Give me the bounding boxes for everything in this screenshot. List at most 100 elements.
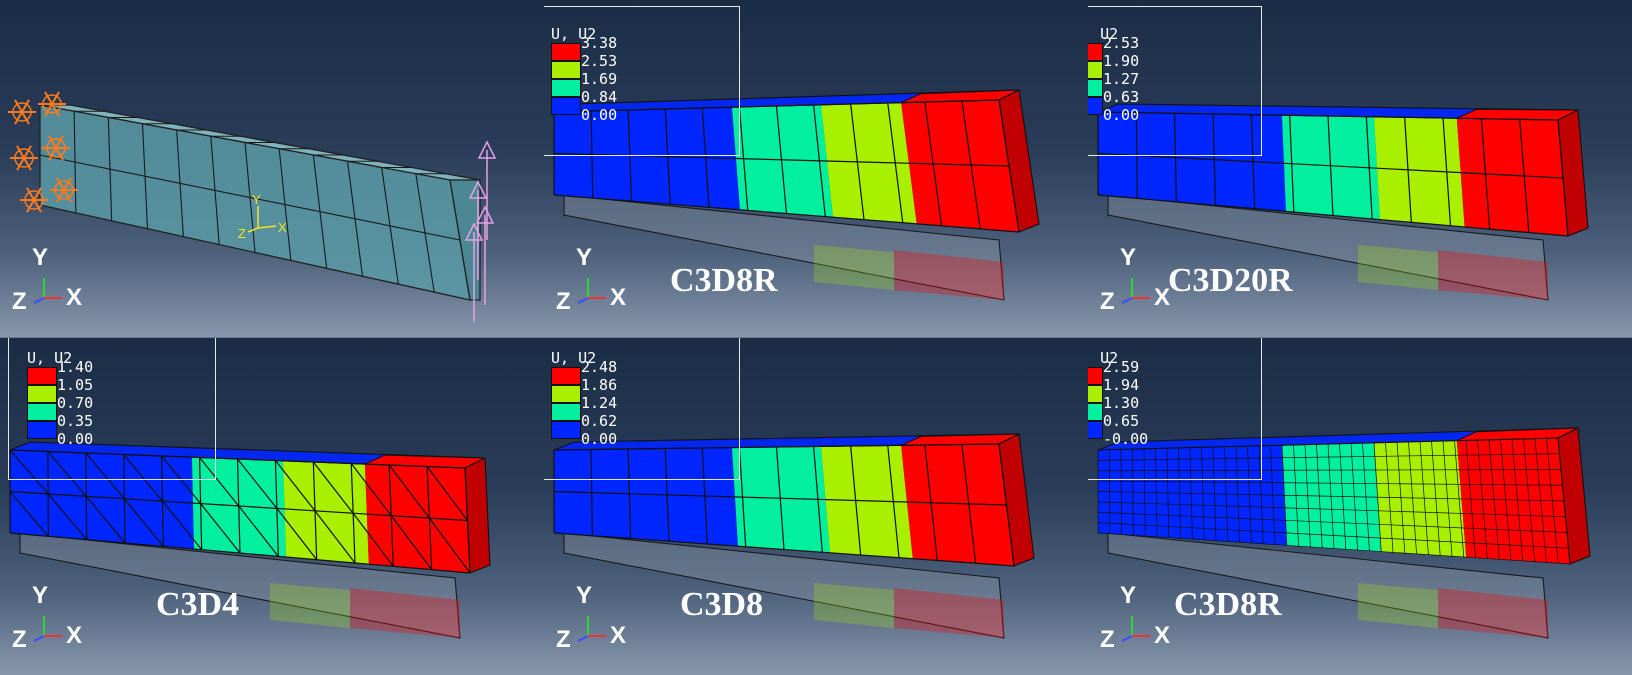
triad-x-label: X xyxy=(66,622,83,649)
panel-c3d8r-refined[interactable]: U, U22.591.941.300.65-0.00 C3D8R YZ X xyxy=(1088,338,1632,675)
deformed-mesh xyxy=(9,441,491,639)
panel-c3d8[interactable]: U, U2 2.48 1.86 1.24 0.62 0.00 C3D8 Y Z X xyxy=(544,338,1088,675)
triad-arrows-icon xyxy=(1121,278,1150,304)
legend-value: 1.86 xyxy=(581,376,618,394)
legend-value: 0.00 xyxy=(581,106,618,124)
legend-swatch xyxy=(551,421,581,439)
triad-x-label: X xyxy=(610,622,627,649)
panel-model-setup[interactable]: Y X Z Y Z X xyxy=(0,0,544,337)
contour-band xyxy=(554,107,740,210)
contour-band xyxy=(1456,118,1568,236)
legend-swatch xyxy=(551,403,581,421)
contour-legend: U, U2 1.40 1.05 0.70 0.35 0.00 xyxy=(8,338,216,480)
legend-value: 0.65 xyxy=(1103,412,1140,430)
legend-swatch xyxy=(551,385,581,403)
contour-band xyxy=(364,464,470,573)
triad-y-label: Y xyxy=(1120,244,1137,271)
legend-value: 1.69 xyxy=(581,70,618,88)
fixed-support-icon xyxy=(42,135,70,161)
legend-swatch xyxy=(551,79,581,97)
legend-value: 0.63 xyxy=(1103,88,1140,106)
undeformed-ghost xyxy=(19,532,461,639)
legend-value: 0.00 xyxy=(1103,106,1140,124)
inset-y-label: Y xyxy=(252,192,261,207)
legend-swatch xyxy=(1088,385,1103,403)
element-type-label: C3D8 xyxy=(680,586,764,623)
contour-band xyxy=(10,450,194,549)
fixed-support-icon xyxy=(50,177,78,203)
deformed-mesh xyxy=(1097,427,1591,639)
legend-swatch xyxy=(27,403,57,421)
element-type-label: C3D8R xyxy=(670,262,778,299)
contour-legend: U, U22.591.941.300.65-0.00 xyxy=(1088,338,1262,480)
triad-arrows-icon xyxy=(577,278,606,304)
load-arrow-icon xyxy=(477,140,497,240)
fixed-support-icon xyxy=(38,91,66,117)
legend-value: -0.00 xyxy=(1103,430,1149,448)
panel-c3d4[interactable]: U, U2 1.40 1.05 0.70 0.35 0.00 C3D4 Y Z X xyxy=(0,338,544,675)
legend-swatch xyxy=(1088,367,1103,385)
legend-swatch xyxy=(551,367,581,385)
contour-band xyxy=(821,102,917,224)
legend-swatch xyxy=(27,385,57,403)
legend-title: U, U2 xyxy=(1088,25,1119,43)
contour-band xyxy=(732,104,833,218)
legend-title: U, U2 xyxy=(551,25,597,43)
triad-x-label: X xyxy=(66,284,83,311)
triad-y-label: Y xyxy=(32,582,49,609)
legend-swatch xyxy=(1088,97,1103,115)
load-arrow-icon xyxy=(464,222,484,322)
triad-y-label: Y xyxy=(576,244,593,271)
contour-band xyxy=(821,445,913,559)
contour-band xyxy=(1098,112,1286,212)
triad-z-label: Z xyxy=(556,288,571,315)
triad-y-label: Y xyxy=(32,244,49,271)
triad-arrows-icon xyxy=(1121,616,1150,642)
triad-arrows-icon xyxy=(33,278,62,304)
triad-x-label: X xyxy=(1154,622,1171,649)
triad-x-label: X xyxy=(1154,284,1171,311)
undeformed-ghost xyxy=(563,194,1005,301)
triad-z-label: Z xyxy=(12,288,27,315)
triad-z-label: Z xyxy=(1100,626,1115,653)
legend-value: 3.38 xyxy=(581,34,618,52)
contour-band xyxy=(901,100,1019,232)
undeformed-mesh: Y X Z xyxy=(8,91,497,322)
legend-swatch xyxy=(27,367,57,385)
legend-swatch xyxy=(27,421,57,439)
legend-value: 1.90 xyxy=(1103,52,1140,70)
fixed-support-icon xyxy=(8,99,36,125)
panel-c3d8r[interactable]: U, U2 3.38 2.53 1.69 0.84 0.00 C3D8R Y Z X xyxy=(544,0,1088,337)
contour-band xyxy=(283,460,369,565)
triad-arrows-icon xyxy=(33,616,62,642)
legend-value: 0.70 xyxy=(57,394,94,412)
contour-band xyxy=(1374,116,1465,227)
legend-swatch xyxy=(551,43,581,61)
legend-value: 2.53 xyxy=(1103,34,1140,52)
legend-value: 1.05 xyxy=(57,376,94,394)
legend-swatch xyxy=(1088,79,1103,97)
legend-swatch xyxy=(1088,61,1103,79)
legend-value: 1.40 xyxy=(57,358,94,376)
element-type-label: C3D20R xyxy=(1168,262,1293,299)
legend-swatch xyxy=(1088,403,1103,421)
triad-z-label: Z xyxy=(1100,288,1115,315)
legend-value: 0.35 xyxy=(57,412,94,430)
contour-legend: U, U22.531.901.270.630.00 xyxy=(1088,6,1262,156)
contour-band xyxy=(554,447,738,547)
undeformed-ghost xyxy=(1107,532,1549,639)
triad-y-label: Y xyxy=(576,582,593,609)
legend-title: U, U2 xyxy=(1088,349,1119,367)
contour-legend: U, U2 3.38 2.53 1.69 0.84 0.00 xyxy=(544,6,740,156)
legend-value: 0.00 xyxy=(581,430,618,448)
contour-band xyxy=(732,446,830,553)
triad-z-label: Z xyxy=(556,626,571,653)
legend-value: 1.94 xyxy=(1103,376,1140,394)
legend-value: 1.24 xyxy=(581,394,618,412)
panel-c3d20r[interactable]: U, U22.531.901.270.630.00 C3D20R YZ X xyxy=(1088,0,1632,337)
